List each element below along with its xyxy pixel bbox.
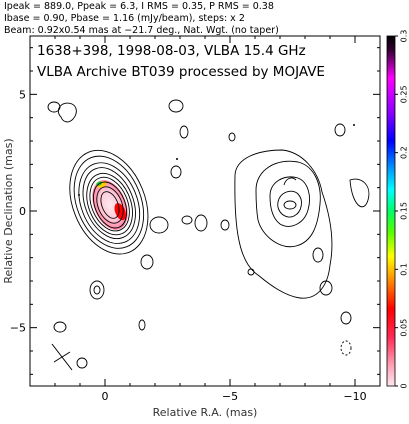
colorbar [386,35,396,387]
colorbar-tick-label: 0.05 [400,319,409,337]
colorbar-tick-label: 0 [400,383,409,388]
y-tick-label: 0 [19,205,26,218]
colorbar-ticks: 0 0.05 0.1 0.15 0.2 0.25 0.3 [395,30,409,389]
header-line-2: Ibase = 0.90, Pbase = 1.16 (mJy/beam), s… [4,13,245,24]
header-line-3: Beam: 0.92x0.54 mas at −21.7 deg., Nat. … [4,25,279,36]
core-component [57,102,149,255]
colorbar-tick-label: 0.1 [400,263,409,276]
x-tick-label: −5 [222,390,238,403]
header-line-1: Ipeak = 889.0, Ppeak = 6.3, I RMS = 0.35… [4,1,274,12]
noise-contours [47,99,370,369]
colorbar-tick-label: 0.25 [400,85,409,103]
colorbar-tick-label: 0.2 [400,146,409,159]
archive-annotation: VLBA Archive BT039 processed by MOJAVE [37,64,325,80]
x-axis-ticks: 0 −5 −10 [54,36,381,403]
x-tick-label: −10 [343,390,366,403]
colorbar-tick-label: 0.15 [400,202,409,220]
x-tick-label: 0 [102,390,109,403]
y-tick-label: −5 [10,322,26,335]
source-annotation: 1638+398, 1998-08-03, VLBA 15.4 GHz [37,43,306,59]
y-axis-ticks: 5 0 −5 [10,47,380,375]
lobe-component [234,149,333,299]
y-axis-label: Relative Declination (mas) [2,138,15,283]
y-tick-label: 5 [19,88,26,101]
x-axis-label: Relative R.A. (mas) [153,406,258,419]
restoring-beam-marker [51,343,73,371]
colorbar-tick-label: 0.3 [400,30,409,43]
